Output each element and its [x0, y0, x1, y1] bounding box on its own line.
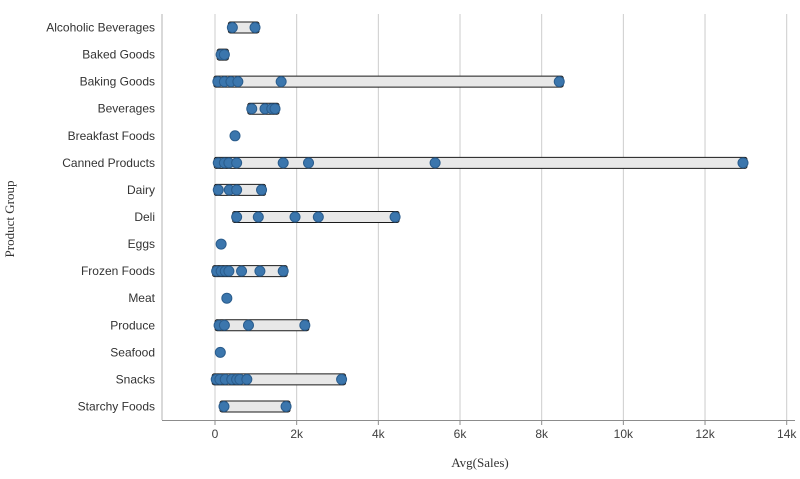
- y-axis-title: Product Group: [2, 180, 17, 258]
- category-label: Baking Goods: [80, 75, 155, 89]
- category-label: Starchy Foods: [78, 399, 155, 413]
- data-point[interactable]: [221, 292, 233, 304]
- category-label: Beverages: [98, 102, 155, 116]
- data-point[interactable]: [218, 49, 230, 61]
- data-point[interactable]: [229, 130, 241, 142]
- data-point[interactable]: [242, 319, 254, 331]
- x-axis-title: Avg(Sales): [451, 455, 509, 470]
- data-point[interactable]: [215, 238, 227, 250]
- range-bar[interactable]: [213, 75, 564, 88]
- data-point[interactable]: [256, 184, 268, 196]
- data-point[interactable]: [289, 211, 301, 223]
- data-point[interactable]: [429, 157, 441, 169]
- data-point[interactable]: [277, 265, 289, 277]
- data-point[interactable]: [252, 211, 264, 223]
- data-point[interactable]: [246, 103, 258, 115]
- x-tick-label: 6k: [454, 427, 468, 441]
- data-point[interactable]: [303, 157, 315, 169]
- category-label: Produce: [110, 318, 155, 332]
- data-point[interactable]: [241, 373, 253, 385]
- range-bar[interactable]: [219, 400, 291, 413]
- data-point[interactable]: [553, 76, 565, 88]
- data-point[interactable]: [336, 373, 348, 385]
- x-tick-label: 8k: [535, 427, 549, 441]
- data-point[interactable]: [737, 157, 749, 169]
- data-point[interactable]: [231, 211, 243, 223]
- data-point[interactable]: [269, 103, 281, 115]
- data-point[interactable]: [389, 211, 401, 223]
- category-label: Seafood: [110, 345, 155, 359]
- data-point[interactable]: [231, 184, 243, 196]
- category-label: Eggs: [128, 237, 155, 251]
- data-point[interactable]: [299, 319, 311, 331]
- data-point[interactable]: [277, 157, 289, 169]
- category-label: Breakfast Foods: [68, 129, 155, 143]
- category-label: Baked Goods: [82, 48, 155, 62]
- data-point[interactable]: [226, 22, 238, 34]
- data-point[interactable]: [214, 346, 226, 358]
- category-label: Meat: [128, 291, 155, 305]
- data-point[interactable]: [223, 265, 235, 277]
- data-point[interactable]: [312, 211, 324, 223]
- category-label: Dairy: [127, 183, 155, 197]
- category-label: Alcoholic Beverages: [46, 21, 155, 35]
- category-label: Canned Products: [62, 156, 155, 170]
- x-tick-label: 14k: [777, 427, 797, 441]
- x-tick-label: 10k: [614, 427, 634, 441]
- category-label: Snacks: [116, 372, 155, 386]
- data-point[interactable]: [212, 184, 224, 196]
- x-tick-label: 12k: [695, 427, 715, 441]
- data-point[interactable]: [236, 265, 248, 277]
- data-point[interactable]: [280, 400, 292, 412]
- data-point[interactable]: [218, 400, 230, 412]
- x-tick-label: 2k: [290, 427, 304, 441]
- data-point[interactable]: [249, 22, 261, 34]
- data-point[interactable]: [254, 265, 266, 277]
- data-point[interactable]: [231, 157, 243, 169]
- x-tick-label: 0: [212, 427, 219, 441]
- category-label: Deli: [134, 210, 155, 224]
- data-point[interactable]: [218, 319, 230, 331]
- category-label: Frozen Foods: [81, 264, 155, 278]
- data-point[interactable]: [232, 76, 244, 88]
- range-bar[interactable]: [213, 156, 748, 169]
- x-tick-label: 4k: [372, 427, 386, 441]
- data-point[interactable]: [275, 76, 287, 88]
